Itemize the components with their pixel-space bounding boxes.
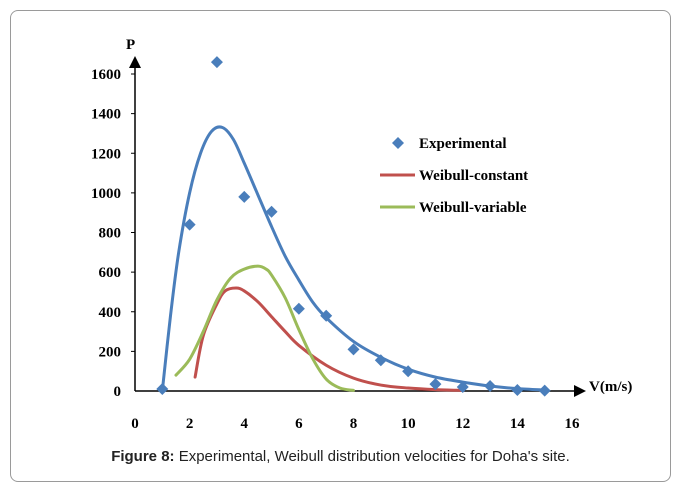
x-tick-label: 16 (565, 416, 581, 432)
data-point (402, 365, 415, 378)
data-point (538, 384, 551, 397)
x-tick-label: 4 (241, 416, 249, 432)
y-tick-label: 600 (99, 265, 122, 281)
legend-label: Experimental (419, 136, 507, 152)
x-tick-label: 10 (401, 416, 416, 432)
y-tick-label: 400 (99, 305, 122, 321)
x-tick-label: 12 (455, 416, 470, 432)
legend-label: Weibull-constant (419, 168, 528, 184)
legend-marker (392, 137, 404, 149)
y-axis-title: P (126, 37, 135, 53)
chart: P V(m/s) 0 200 400 600 800 1000 1200 1400 1600 0 2 4 6… (91, 37, 632, 432)
y-tick-label: 800 (99, 226, 122, 242)
x-tick-label: 6 (295, 416, 303, 432)
data-point (238, 190, 251, 203)
x-tick-label: 8 (350, 416, 358, 432)
legend-label: Weibull-variable (419, 200, 527, 216)
x-tick-label: 2 (186, 416, 194, 432)
data-point (484, 380, 497, 393)
data-point (320, 309, 333, 322)
x-tick-label: 14 (510, 416, 526, 432)
data-point (347, 343, 360, 356)
data-point (429, 378, 442, 391)
series-line-weibull-variable (174, 264, 355, 392)
figure-label: Figure 8: (111, 448, 175, 465)
data-point (183, 218, 196, 231)
series-line-fit-curve (160, 125, 547, 393)
x-axis-arrow (574, 385, 586, 397)
y-axis-arrow (129, 56, 141, 68)
data-point (456, 381, 469, 394)
y-tick-label: 1400 (91, 107, 121, 123)
data-point (210, 56, 223, 69)
figure-caption: Figure 8: Experimental, Weibull distribu… (0, 448, 681, 465)
figure-frame (10, 10, 671, 482)
y-tick-label: 200 (99, 344, 122, 360)
y-tick-label: 1000 (91, 186, 121, 202)
series-line-weibull-constant (193, 286, 465, 392)
y-tick-label: 1200 (91, 146, 121, 162)
data-point (265, 205, 278, 218)
data-point (511, 384, 524, 397)
data-point (292, 302, 305, 315)
data-point (156, 383, 169, 396)
y-tick-label: 0 (114, 384, 122, 400)
caption-text: Experimental, Weibull distribution veloc… (174, 448, 570, 465)
data-point (374, 354, 387, 367)
x-axis-title: V(m/s) (589, 379, 632, 395)
y-tick-label: 1600 (91, 67, 121, 83)
x-tick-label: 0 (131, 416, 139, 432)
